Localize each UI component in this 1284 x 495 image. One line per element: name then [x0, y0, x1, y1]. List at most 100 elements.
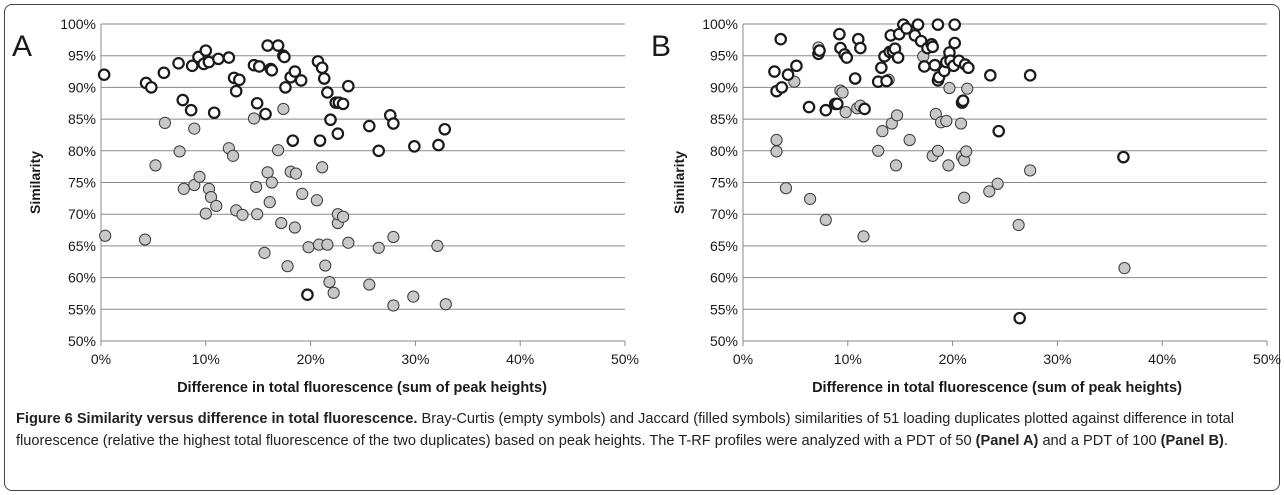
- data-point: [279, 81, 292, 94]
- data-point: [813, 44, 826, 57]
- y-axis-title: Similarity: [27, 151, 43, 214]
- data-point: [327, 286, 340, 299]
- data-point: [247, 112, 261, 125]
- data-point: [207, 106, 221, 120]
- data-point: [942, 159, 955, 172]
- series-empty-a: [97, 39, 452, 302]
- x-tick-label: 30%: [401, 351, 429, 367]
- data-point: [1118, 261, 1131, 275]
- data-point: [222, 51, 236, 64]
- data-point: [439, 298, 452, 311]
- data-point: [317, 72, 331, 85]
- data-point: [768, 65, 781, 78]
- y-tick-label: 50%: [710, 333, 738, 349]
- data-point: [97, 68, 111, 82]
- data-point: [948, 36, 961, 50]
- data-point: [288, 221, 301, 234]
- data-point: [781, 68, 795, 82]
- data-point: [872, 144, 885, 157]
- y-axis-title: Similarity: [671, 151, 687, 214]
- data-point: [956, 94, 970, 108]
- data-point: [876, 125, 889, 138]
- data-point: [928, 58, 942, 72]
- panel-letter-a: A: [12, 30, 32, 63]
- data-point: [173, 145, 186, 158]
- data-point: [372, 241, 385, 254]
- y-tick-label: 100%: [702, 16, 738, 32]
- data-point: [819, 103, 833, 117]
- data-point: [184, 103, 198, 117]
- data-point: [802, 100, 816, 114]
- data-point: [261, 166, 274, 179]
- panel-b: B 50% 55% 60% 65% 70% 75% 80% 85% 90% 95% 100% 0% 10%…: [651, 16, 1281, 396]
- figure-frame: [4, 4, 1280, 491]
- y-tick-label: 80%: [710, 143, 738, 159]
- x-tick-label: 20%: [297, 351, 325, 367]
- x-tick-label: 10%: [834, 351, 862, 367]
- data-point: [185, 59, 199, 73]
- data-point: [961, 82, 974, 95]
- data-point: [943, 81, 956, 95]
- caption-text-2: and a PDT of 100: [1038, 433, 1161, 449]
- data-point: [880, 74, 893, 88]
- figure-caption: Figure 6 Similarity versus difference in…: [16, 408, 1268, 452]
- data-point: [99, 229, 112, 242]
- data-point: [960, 145, 973, 158]
- y-tick-label: 70%: [710, 206, 738, 222]
- y-tick-label: 90%: [710, 79, 738, 95]
- data-point: [918, 60, 931, 73]
- data-point: [890, 109, 904, 122]
- y-tick-label: 55%: [68, 301, 96, 317]
- data-point: [854, 41, 867, 55]
- data-point: [250, 96, 264, 110]
- y-tick-label: 75%: [68, 175, 96, 191]
- y-tick-label: 60%: [68, 270, 96, 286]
- data-point: [313, 134, 327, 147]
- y-tick-label: 95%: [68, 48, 96, 64]
- data-point: [316, 161, 329, 174]
- series-empty-b: [768, 18, 1130, 325]
- data-point: [272, 144, 285, 157]
- data-point: [149, 159, 162, 172]
- data-point: [387, 117, 400, 130]
- data-point: [177, 182, 190, 195]
- data-point: [1024, 164, 1037, 177]
- data-point: [286, 134, 300, 147]
- data-point: [954, 117, 968, 130]
- y-tick-label: 90%: [68, 79, 96, 95]
- data-point: [839, 106, 852, 119]
- data-point: [1023, 69, 1037, 82]
- data-point: [199, 207, 212, 220]
- data-point: [288, 65, 302, 78]
- data-point: [296, 187, 309, 201]
- data-point: [172, 57, 185, 70]
- x-axis-title: Difference in total fluorescence (sum of…: [177, 380, 547, 396]
- x-tick-label: 20%: [939, 351, 967, 367]
- data-point: [250, 180, 263, 194]
- data-point: [363, 278, 376, 291]
- series-filled-b: [770, 41, 1131, 275]
- data-point: [931, 18, 945, 31]
- x-axis-title: Difference in total fluorescence (sum of…: [812, 380, 1182, 396]
- panel-letter-b: B: [651, 30, 671, 63]
- y-tick-label: 100%: [60, 16, 96, 32]
- data-point: [319, 259, 332, 272]
- data-point: [323, 275, 336, 289]
- data-point: [1013, 311, 1026, 325]
- data-point: [819, 213, 832, 227]
- y-tick-label: 95%: [710, 48, 738, 64]
- data-point: [145, 81, 158, 94]
- data-point: [233, 73, 246, 87]
- data-point: [431, 239, 444, 252]
- data-point: [774, 32, 788, 46]
- data-point: [875, 61, 888, 75]
- data-point: [281, 260, 294, 273]
- data-point: [188, 122, 201, 135]
- data-point: [857, 230, 870, 243]
- data-point: [362, 119, 376, 133]
- data-point: [176, 93, 190, 107]
- data-point: [1117, 150, 1130, 164]
- data-point: [158, 116, 172, 130]
- data-point: [775, 81, 789, 94]
- y-tick-label: 70%: [68, 206, 96, 222]
